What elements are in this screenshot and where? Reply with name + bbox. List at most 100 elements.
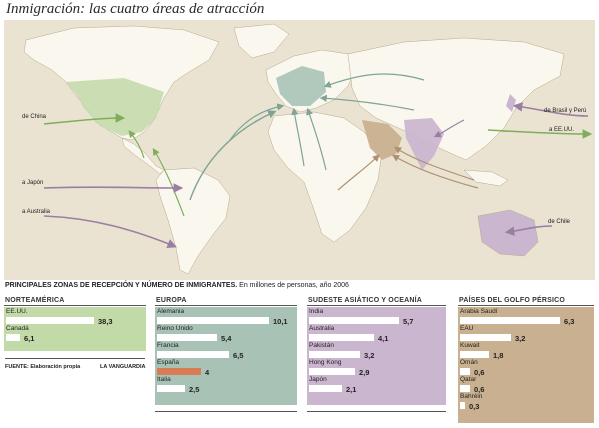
- data-row: Omán 0,6: [460, 359, 592, 377]
- row-value: 5,4: [221, 334, 232, 343]
- row-value: 4: [205, 368, 210, 377]
- row-label: Italia: [157, 376, 171, 383]
- row-value: 10,1: [273, 317, 288, 326]
- arrow-africa-to-europe-1: [291, 107, 305, 167]
- panel-background: EE.UU. 38,3 Canadá 6,1: [4, 307, 146, 351]
- arrow-africa-to-europe-2: [306, 107, 327, 171]
- data-row: Reino Unido 5,4: [157, 325, 295, 343]
- data-row: Francia 6,5: [157, 342, 295, 360]
- data-row: Hong Kong 2,9: [309, 359, 444, 377]
- panel-background: Alemania 10,1 Reino Unido 5,4 Francia 6,5 Espa…: [155, 307, 297, 405]
- row-label: Kuwait: [460, 342, 480, 349]
- row-value: 6,3: [564, 317, 575, 326]
- row-value: 0,3: [469, 402, 480, 411]
- panel-rule: [155, 305, 297, 306]
- row-value: 3,2: [364, 351, 375, 360]
- arrow-asia-to-india: [433, 119, 465, 138]
- row-value: 38,3: [98, 317, 113, 326]
- arrow-sa-to-europe: [189, 110, 277, 201]
- row-value: 1,8: [493, 351, 504, 360]
- value-bar: [460, 385, 470, 392]
- data-row: Alemania 10,1: [157, 308, 295, 326]
- region-europe: [276, 66, 326, 106]
- value-bar: [460, 351, 489, 358]
- value-bar: [309, 368, 355, 375]
- value-bar: [460, 334, 511, 341]
- panel-heading: SUDESTE ASIÁTICO Y OCEANÍA: [308, 297, 422, 304]
- land-greenland: [233, 23, 290, 59]
- row-value: 6,1: [24, 334, 35, 343]
- land-africa: [267, 111, 383, 243]
- value-bar: [309, 351, 360, 358]
- data-row: Qatar 0,6: [460, 376, 592, 394]
- data-row: EE.UU. 38,3: [6, 308, 144, 326]
- value-bar: [460, 317, 560, 324]
- label-to-australia: a Australia: [22, 209, 51, 215]
- arrow-usa-to-europe: [229, 103, 285, 141]
- data-row: Canadá 6,1: [6, 325, 144, 343]
- row-label: Bahréin: [460, 393, 483, 400]
- panel-background: India 5,7 Australia 4,1 Pakistán 3,2 Hong Kong…: [307, 307, 446, 405]
- value-bar: [309, 317, 399, 324]
- panel-bottom-rule: [307, 411, 446, 412]
- label-to-japan: a Japón: [22, 180, 43, 186]
- panel-rule: [4, 305, 146, 306]
- panel-bottom-rule: [155, 411, 297, 412]
- panel-rule: [307, 305, 446, 306]
- label-from-brazil-peru: de Brasil y Perú: [544, 108, 586, 114]
- arrow-asia-to-europe-2: [319, 94, 415, 111]
- row-label: Canadá: [6, 325, 29, 332]
- row-label: Pakistán: [309, 342, 334, 349]
- panel-heading: NORTEAMÉRICA: [5, 297, 65, 304]
- world-migration-map: de China a Japón a Australia de Brasil y…: [4, 20, 595, 280]
- value-bar: [6, 334, 20, 341]
- row-label: Australia: [309, 325, 335, 332]
- data-row: Bahréin 0,3: [460, 393, 592, 411]
- row-label: EE.UU.: [6, 308, 28, 315]
- value-bar: [460, 402, 465, 409]
- data-row: Kuwait 1,8: [460, 342, 592, 360]
- value-bar: [157, 368, 201, 375]
- row-value: 4,1: [378, 334, 389, 343]
- data-row: Pakistán 3,2: [309, 342, 444, 360]
- arrow-ca-to-usa: [128, 130, 145, 159]
- row-value: 6,5: [233, 351, 244, 360]
- arrow-from-brazil-peru: [512, 102, 589, 117]
- value-bar: [309, 334, 374, 341]
- value-bar: [157, 385, 185, 392]
- data-row: Japón 2,1: [309, 376, 444, 394]
- arrow-asia-to-gulf-2: [391, 154, 479, 189]
- data-row: India 5,7: [309, 308, 444, 326]
- map-title: Inmigración: las cuatro áreas de atracci…: [6, 1, 265, 17]
- region-north-america: [66, 78, 164, 136]
- panel-heading: EUROPA: [156, 297, 187, 304]
- arrow-asia-to-gulf-1: [394, 146, 475, 181]
- row-label: Reino Unido: [157, 325, 193, 332]
- data-row: España 4: [157, 359, 295, 377]
- arrow-from-chile: [504, 225, 553, 236]
- row-label: India: [309, 308, 324, 315]
- row-label: Alemania: [157, 308, 185, 315]
- data-row: Australia 4,1: [309, 325, 444, 343]
- row-value: 2,1: [346, 385, 357, 394]
- value-bar: [157, 351, 229, 358]
- value-bar: [460, 368, 470, 375]
- arrow-to-japan: [43, 183, 184, 193]
- panel-heading: PAÍSES DEL GOLFO PÉRSICO: [459, 297, 566, 304]
- subtitle-bold: PRINCIPALES ZONAS DE RECEPCIÓN Y NÚMERO …: [5, 282, 238, 289]
- row-label: Japón: [309, 376, 327, 383]
- source-rule: [5, 358, 145, 359]
- chart-subtitle: PRINCIPALES ZONAS DE RECEPCIÓN Y NÚMERO …: [5, 282, 349, 289]
- region-gulf: [362, 120, 402, 160]
- row-value: 3,2: [515, 334, 526, 343]
- value-bar: [6, 317, 94, 324]
- row-label: Qatar: [460, 376, 477, 383]
- arrow-africa-to-gulf: [337, 154, 380, 191]
- label-from-china: de China: [22, 114, 47, 120]
- row-value: 0,6: [474, 368, 485, 377]
- value-bar: [309, 385, 342, 392]
- source-text: FUENTE: Elaboración propia: [5, 364, 81, 370]
- row-label: Hong Kong: [309, 359, 342, 366]
- row-label: Arabia Saudí: [460, 308, 498, 315]
- row-value: 2,9: [359, 368, 370, 377]
